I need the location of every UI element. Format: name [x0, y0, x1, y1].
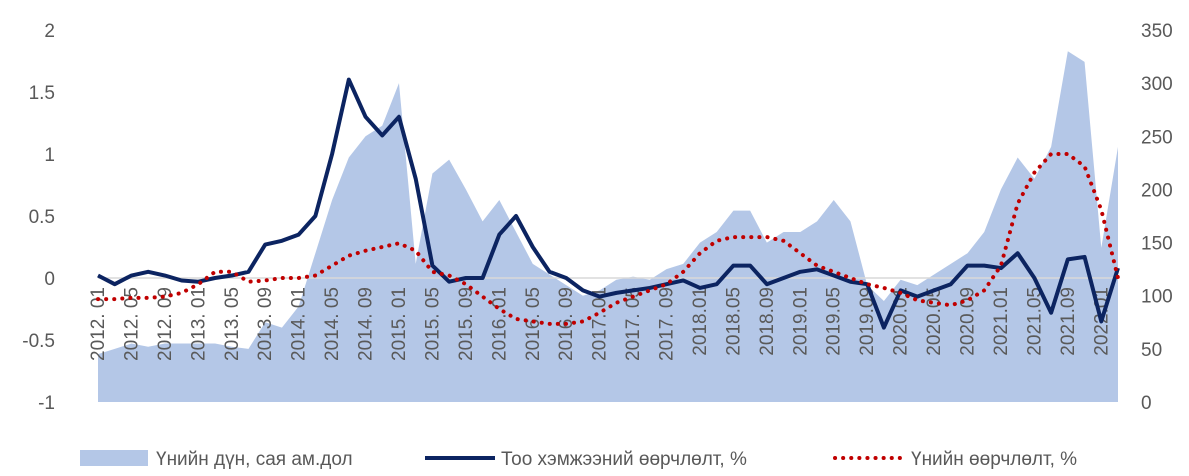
y-tick-label: 1 — [44, 145, 55, 166]
x-tick-label: 2017. 01 — [590, 287, 611, 361]
x-tick-label: 2021.09 — [1058, 287, 1079, 356]
x-tick-label: 2013. 01 — [188, 287, 209, 361]
y-tick-label: 0.5 — [29, 207, 55, 228]
x-tick-label: 2019.05 — [824, 287, 845, 356]
area — [98, 51, 1118, 402]
x-tick-label: 2012. 01 — [88, 287, 109, 361]
x-tick-label: 2014. 05 — [322, 287, 343, 361]
x-tick-label: 2014. 01 — [289, 287, 310, 361]
y2-tick-label: 0 — [1141, 393, 1152, 414]
y-tick-label: -1 — [38, 393, 55, 414]
x-tick-label: 2016. 01 — [489, 287, 510, 361]
legend: Үнийн дүн, сая ам.дол Тоо хэмжээний өөрчл… — [80, 449, 1077, 470]
x-tick-label: 2019.09 — [857, 287, 878, 356]
y2-tick-label: 100 — [1141, 287, 1173, 308]
x-tick-label: 2018.01 — [690, 287, 711, 356]
y-tick-label: 1.5 — [29, 83, 55, 104]
x-tick-label: 2015. 01 — [389, 287, 410, 361]
x-tick-label: 2014. 09 — [356, 287, 377, 361]
y2-tick-label: 250 — [1141, 127, 1173, 148]
x-tick-label: 2017. 05 — [623, 287, 644, 361]
y2-tick-label: 150 — [1141, 234, 1173, 255]
legend-label: Үнийн өөрчлөлт, % — [911, 449, 1077, 470]
x-tick-label: 2016. 05 — [523, 287, 544, 361]
x-tick-label: 2013. 05 — [222, 287, 243, 361]
dotted-line — [96, 152, 1120, 326]
legend-label: Үнийн дүн, сая ам.дол — [156, 449, 353, 470]
y-tick-label: 0 — [44, 269, 55, 290]
y2-tick-label: 300 — [1141, 74, 1173, 95]
x-tick-label: 2015. 05 — [422, 287, 443, 361]
x-tick-label: 2018.09 — [757, 287, 778, 356]
x-tick-label: 2018.05 — [723, 287, 744, 356]
x-tick-label: 2021.05 — [1024, 287, 1045, 356]
x-tick-label: 2013. 09 — [255, 287, 276, 361]
x-tick-label: 2017. 09 — [657, 287, 678, 361]
x-tick-label: 2020.05 — [924, 287, 945, 356]
y-tick-label: -0.5 — [22, 331, 55, 352]
x-tick-label: 2020.09 — [958, 287, 979, 356]
x-tick-label: 2021.01 — [991, 287, 1012, 356]
x-tick-label: 2019.01 — [790, 287, 811, 356]
y2-tick-label: 350 — [1141, 21, 1173, 42]
x-tick-label: 2012. 09 — [155, 287, 176, 361]
y2-tick-label: 200 — [1141, 180, 1173, 201]
y2-tick-label: 50 — [1141, 340, 1162, 361]
legend-label: Тоо хэмжээний өөрчлөлт, % — [501, 449, 747, 470]
line — [97, 77, 1120, 330]
y-tick-label: 2 — [44, 21, 55, 42]
x-tick-label: 2012. 05 — [121, 287, 142, 361]
x-tick-label: 2015. 09 — [456, 287, 477, 361]
legend-swatch — [80, 450, 148, 466]
